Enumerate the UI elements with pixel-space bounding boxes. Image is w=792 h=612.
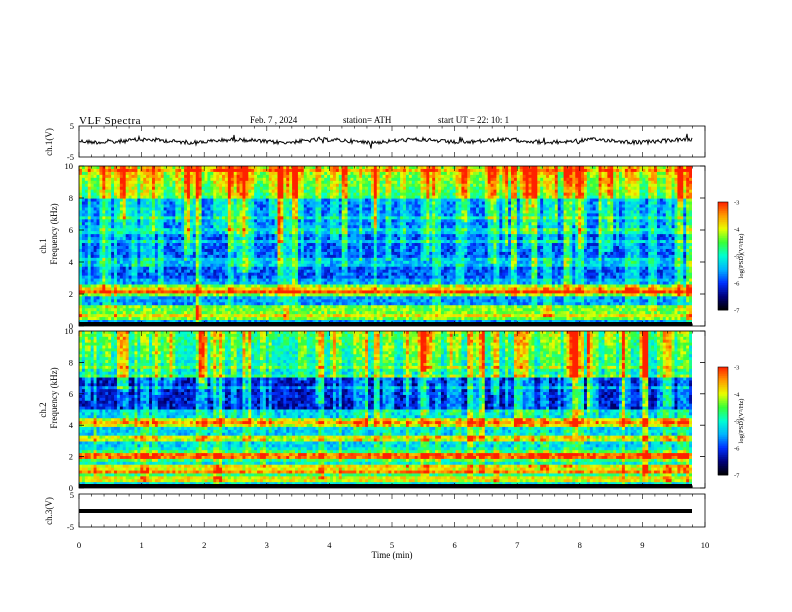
time-tick-label: 1 — [139, 540, 143, 550]
ch2-spectrogram-ytick-label: 8 — [69, 357, 73, 367]
ch2-colorbar-tick: -5 — [734, 419, 739, 426]
ch1-ytick-bottom: -5 — [67, 152, 74, 162]
ch1-spectrogram-ytick-label: 6 — [69, 225, 73, 235]
station-label: station= ATH — [343, 115, 392, 125]
ch2-spectrogram-ytick-label: 2 — [69, 452, 73, 462]
ch3-waveform-panel: 5 -5 ch.3(V) 0 1 2 3 4 5 6 7 8 9 10 Time (min) — [44, 126, 709, 560]
ch2-spectrogram-ytick-label: 6 — [69, 389, 73, 399]
ch1-spectrogram-ytick-label: 4 — [69, 257, 74, 267]
time-tick-label: 3 — [265, 540, 269, 550]
ch3-waveform-ylabel: ch.3(V) — [44, 497, 54, 525]
ch2-colorbar-frame — [717, 366, 729, 476]
time-tick-label: 8 — [578, 540, 582, 550]
time-axis-label: Time (min) — [372, 550, 413, 560]
ch3-ytick-bottom: -5 — [67, 522, 74, 532]
ch3-waveform-trace — [79, 509, 692, 513]
ch2-colorbar-tick: -7 — [734, 473, 740, 480]
ch1-ytick-top: 5 — [70, 121, 74, 131]
ch1-colorbar-tick: -4 — [734, 227, 740, 234]
start-time-label: start UT = 22: 10: 1 — [438, 115, 509, 125]
ch2-colorbar: -3 -4 -5 -6 -7 log(PSD)(V²/Hz) — [717, 365, 745, 480]
ch1-spectrogram-ytick-label: 2 — [69, 289, 73, 299]
ch1-spectrogram-heatmap — [79, 166, 705, 326]
ch2-colorbar-tick: -6 — [734, 446, 740, 453]
ch1-spectrogram-ytick-label: 0 — [69, 321, 73, 331]
ch1-waveform-ylabel: ch.1(V) — [44, 128, 54, 156]
ch1-frequency-label: Frequency (kHz) — [49, 203, 59, 264]
time-tick-label: 6 — [452, 540, 456, 550]
time-tick-label: 5 — [390, 540, 394, 550]
ch1-spectrogram-yticks: 0 2 4 6 8 10 — [65, 161, 705, 331]
ch2-frequency-label: Frequency (kHz) — [49, 367, 59, 428]
ch2-colorbar-tick: -3 — [734, 365, 739, 372]
time-tick-label: 2 — [202, 540, 206, 550]
ch1-spectrogram-ylabel: ch.1 — [38, 238, 48, 253]
ch2-spectrogram-ytick-label: 4 — [69, 420, 74, 430]
ch1-spectrogram-ytick-label: 8 — [69, 193, 73, 203]
time-tick-label: 7 — [515, 540, 519, 550]
ch2-spectrogram-ytick-label: 10 — [65, 326, 74, 336]
ch2-spectrogram-heatmap — [79, 331, 705, 488]
ch1-waveform-panel: 5 -5 ch.1(V) — [44, 121, 706, 162]
time-tick-label: 4 — [327, 540, 332, 550]
ch2-colorbar-label: log(PSD)(V²/Hz) — [738, 399, 745, 444]
ch2-colorbar-tick: -4 — [734, 392, 740, 399]
ch1-colorbar-tick: -7 — [734, 308, 740, 315]
ch1-colorbar-label: log(PSD)(V²/Hz) — [738, 234, 745, 279]
time-tick-label: 10 — [701, 540, 710, 550]
ch1-spectrogram-panel: 0 2 4 6 8 10 ch.1 Frequency (kHz) -3 -4 -5 -6 -7 l… — [38, 161, 745, 331]
ch1-waveform-line — [79, 133, 693, 149]
ch2-spectrogram-yticks: 0 2 4 6 8 10 — [65, 326, 705, 493]
ch2-spectrogram-ytick-label: 0 — [69, 483, 73, 493]
ch1-colorbar-tick: -6 — [734, 281, 740, 288]
date-label: Feb. 7 , 2024 — [250, 115, 298, 125]
time-tick-label: 0 — [77, 540, 81, 550]
ch1-colorbar: -3 -4 -5 -6 -7 log(PSD)(V²/Hz) — [717, 200, 745, 315]
time-tick-label: 9 — [640, 540, 644, 550]
ch3-ytick-top: 5 — [70, 490, 74, 500]
ch1-colorbar-frame — [717, 201, 729, 311]
ch2-spectrogram-panel: 0 2 4 6 8 10 ch.2 Frequency (kHz) -3 -4 -5 -6 -7 l… — [38, 326, 745, 493]
ch1-spectrogram-ytick-label: 10 — [65, 161, 74, 171]
ch1-waveform-trace — [79, 133, 693, 149]
chart-title: VLF Spectra — [79, 115, 141, 127]
time-axis: 0 1 2 3 4 5 6 7 8 9 10 — [77, 126, 709, 550]
ch1-colorbar-tick: -5 — [734, 254, 739, 261]
ch2-spectrogram-ylabel: ch.2 — [38, 402, 48, 417]
ch1-colorbar-tick: -3 — [734, 200, 739, 207]
